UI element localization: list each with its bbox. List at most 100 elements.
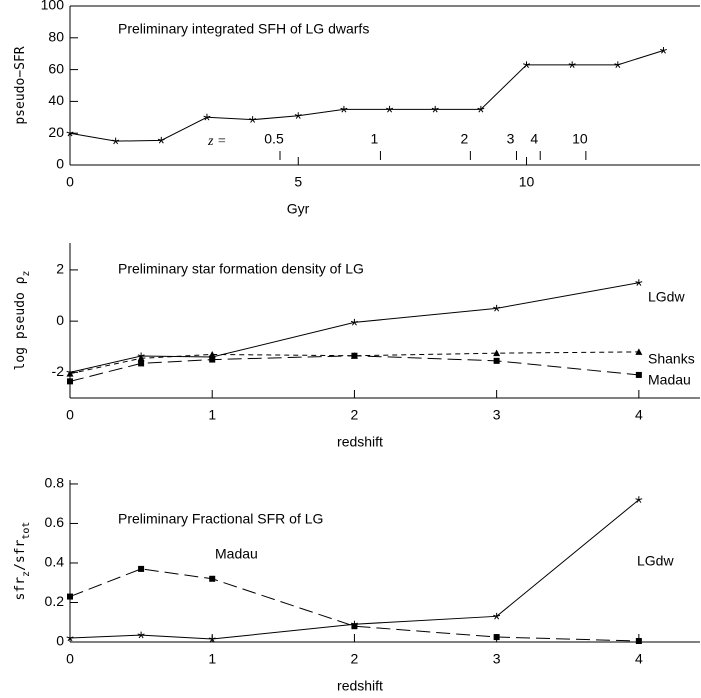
x-tick-label: 0 xyxy=(66,651,74,667)
top-tick-label: 10 xyxy=(572,131,588,147)
series-line xyxy=(69,351,639,375)
marker xyxy=(493,612,501,620)
y-tick-label: 0 xyxy=(56,156,64,172)
x-tick-label: 4 xyxy=(635,407,643,423)
y-tick-label: 0.8 xyxy=(45,475,65,491)
marker xyxy=(208,350,216,358)
series-line xyxy=(69,499,640,640)
marker xyxy=(614,61,622,68)
marker xyxy=(635,279,643,286)
y-axis-label-part: z xyxy=(21,271,32,277)
y-axis-label-part: sfr xyxy=(13,577,28,601)
marker xyxy=(66,634,74,642)
marker xyxy=(350,318,358,326)
marker xyxy=(477,105,485,113)
marker xyxy=(138,360,145,367)
y-axis-label: pseudo−SFR xyxy=(13,46,28,124)
y-tick-label: 0 xyxy=(56,633,64,649)
series-line xyxy=(69,50,664,142)
top-tick-label: 3 xyxy=(507,131,515,147)
marker xyxy=(112,137,120,145)
y-tick-label: 100 xyxy=(41,0,65,13)
marker xyxy=(138,565,145,572)
marker xyxy=(351,623,358,630)
series-label: LGdw xyxy=(648,289,685,305)
marker xyxy=(568,61,576,68)
x-axis-label: redshift xyxy=(337,678,383,694)
x-axis-label: redshift xyxy=(337,434,383,450)
y-axis-label-part: /sfr xyxy=(13,539,28,570)
x-tick-label: 0 xyxy=(66,174,74,190)
series-line xyxy=(69,355,639,382)
marker xyxy=(137,631,145,639)
marker xyxy=(203,113,211,121)
marker xyxy=(137,354,145,362)
series-label: Shanks xyxy=(648,351,695,367)
marker xyxy=(67,593,73,600)
y-tick-label: 20 xyxy=(48,124,64,140)
marker xyxy=(386,105,394,113)
marker xyxy=(209,356,216,363)
series-line xyxy=(69,282,639,373)
x-tick-label: 5 xyxy=(294,174,302,190)
top-axis-label: z = xyxy=(207,134,226,149)
y-tick-label: 0.2 xyxy=(45,593,65,609)
y-axis-label-part: tot xyxy=(21,522,32,540)
x-tick-label: 4 xyxy=(635,651,643,667)
marker xyxy=(635,638,642,645)
chart-title: Preliminary star formation density of LG xyxy=(118,261,364,277)
y-axis-label-part: log pseudo ρ xyxy=(13,276,28,370)
marker xyxy=(208,635,216,643)
y-tick-label: 40 xyxy=(48,92,64,108)
marker xyxy=(66,370,74,377)
marker xyxy=(493,304,501,312)
marker xyxy=(635,496,643,503)
marker xyxy=(493,357,500,364)
marker xyxy=(493,349,501,357)
x-tick-label: 2 xyxy=(351,651,359,667)
marker xyxy=(659,47,667,54)
y-tick-label: 80 xyxy=(48,29,64,45)
top-tick-label: 4 xyxy=(530,131,538,147)
y-axis-label-part: pseudo−SFR xyxy=(13,46,28,124)
series-label: Madau xyxy=(215,546,258,562)
marker xyxy=(294,112,302,119)
marker xyxy=(249,116,257,123)
y-tick-label: 0.4 xyxy=(45,554,65,570)
series-label: LGdw xyxy=(637,553,674,569)
chart-title: Preliminary Fractional SFR of LG xyxy=(118,511,323,527)
marker xyxy=(493,634,500,641)
y-axis-label: sfrz/sfrtot xyxy=(13,522,32,601)
marker xyxy=(67,378,73,385)
top-tick-label: 1 xyxy=(371,131,379,147)
top-tick-label: 2 xyxy=(460,131,468,147)
top-tick-label: 0.5 xyxy=(264,131,284,147)
x-tick-label: 0 xyxy=(66,407,74,423)
series-label: Madau xyxy=(648,372,691,388)
marker xyxy=(66,129,74,137)
y-tick-label: 60 xyxy=(48,60,64,76)
x-tick-label: 2 xyxy=(351,407,359,423)
marker xyxy=(351,352,358,359)
marker xyxy=(635,348,643,355)
marker xyxy=(523,61,531,68)
marker xyxy=(157,136,165,144)
x-tick-label: 3 xyxy=(493,651,501,667)
series-line xyxy=(69,568,639,642)
x-axis-label: Gyr xyxy=(287,201,310,217)
marker xyxy=(209,575,216,582)
chart-title: Preliminary integrated SFH of LG dwarfs xyxy=(118,21,369,37)
y-tick-label: 0 xyxy=(56,312,64,328)
y-tick-label: 0.6 xyxy=(45,514,65,530)
y-tick-label: -2 xyxy=(52,363,65,379)
marker xyxy=(635,371,642,378)
y-axis-label: log pseudo ρz xyxy=(13,271,32,371)
y-axis-label-part: z xyxy=(21,571,32,577)
x-tick-label: 1 xyxy=(208,407,216,423)
marker xyxy=(431,105,439,113)
x-tick-label: 3 xyxy=(493,407,501,423)
marker xyxy=(340,105,348,113)
y-tick-label: 2 xyxy=(56,261,64,277)
x-tick-label: 10 xyxy=(519,174,535,190)
